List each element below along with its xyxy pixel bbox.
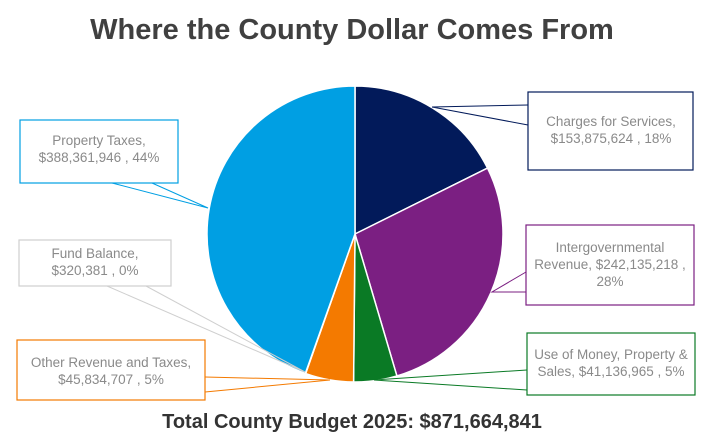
- label-box: [527, 91, 694, 171]
- leader-line: [373, 369, 528, 391]
- label-text: Intergovernmental: [556, 240, 665, 255]
- leader-line: [106, 285, 306, 373]
- data-label-3: Other Revenue and Taxes, $45,834,707 , 5%: [16, 339, 331, 401]
- label-text: Other Revenue and Taxes,: [31, 355, 191, 370]
- label-text: Revenue, $242,135,218 ,: [534, 257, 686, 272]
- label-text: $45,834,707 , 5%: [58, 372, 164, 387]
- chart-title: Where the County Dollar Comes From: [90, 14, 614, 46]
- label-text: Charges for Services,: [546, 114, 676, 129]
- pie-slice-5: [206, 85, 356, 375]
- pie-slice-1: [354, 167, 504, 377]
- label-box: [525, 224, 695, 306]
- data-label-0: Charges for Services, $153,875,624 , 18%: [431, 91, 694, 171]
- label-text: Property Taxes,: [52, 133, 146, 148]
- data-label-1: Intergovernmental Revenue, $242,135,218 ,…: [490, 224, 695, 306]
- label-box: [18, 239, 172, 287]
- total-budget-footer: Total County Budget 2025: $871,664,841: [162, 411, 542, 433]
- label-text: Fund Balance,: [51, 246, 138, 261]
- label-text: $153,875,624 , 18%: [551, 131, 672, 146]
- data-label-5: Property Taxes, $388,361,946 , 44%: [19, 119, 209, 209]
- leader-line: [431, 104, 529, 126]
- leader-line: [111, 182, 209, 209]
- label-text: $320,381 , 0%: [51, 263, 138, 278]
- data-label-2: Use of Money, Property & Sales, $41,136,9…: [373, 332, 696, 396]
- leader-line: [204, 376, 331, 393]
- label-text: Use of Money, Property &: [534, 347, 688, 362]
- label-text: $388,361,946 , 44%: [39, 150, 160, 165]
- label-text: Sales, $41,136,965 , 5%: [537, 364, 684, 379]
- label-text: 28%: [596, 274, 623, 289]
- leader-line: [490, 271, 527, 293]
- label-box: [16, 339, 206, 401]
- label-box: [19, 119, 179, 184]
- pie-slice-0: [354, 85, 489, 236]
- data-label-4: Fund Balance, $320,381 , 0%: [18, 239, 306, 373]
- label-box: [526, 332, 696, 396]
